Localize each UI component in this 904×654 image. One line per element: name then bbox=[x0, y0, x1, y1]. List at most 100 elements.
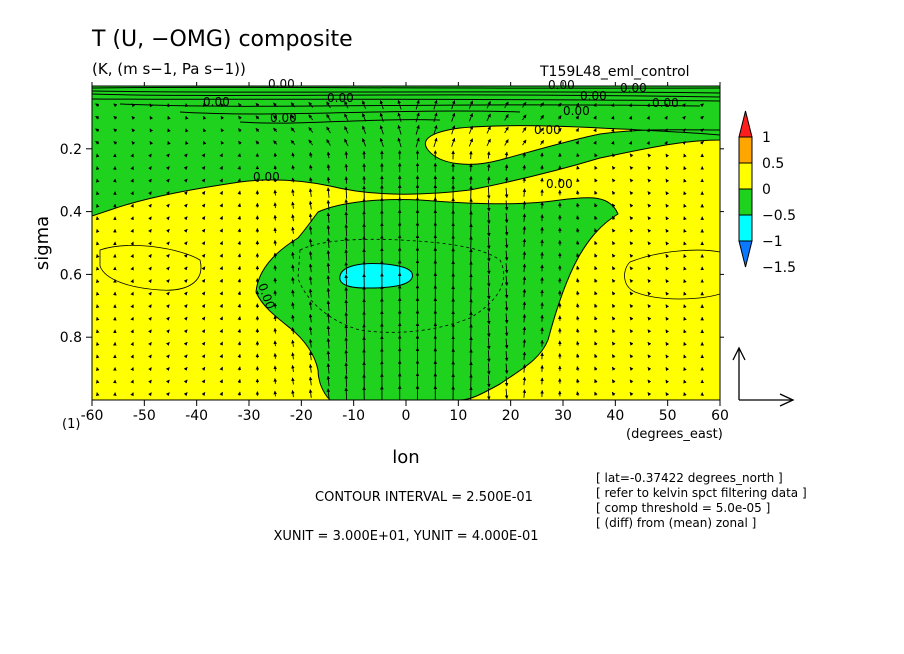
vector-arrow bbox=[344, 224, 348, 237]
vector-arrow bbox=[683, 153, 687, 158]
vector-arrow bbox=[629, 178, 634, 183]
vector-arrow bbox=[504, 325, 509, 337]
vector-arrow bbox=[683, 329, 687, 334]
vector-arrow bbox=[308, 351, 313, 361]
vector-arrow bbox=[540, 139, 545, 145]
vector-arrow bbox=[681, 115, 686, 120]
y-tick-label: 0.4 bbox=[60, 205, 82, 221]
vector-arrow bbox=[95, 115, 100, 120]
vector-arrow bbox=[326, 224, 331, 236]
vector-arrow bbox=[220, 140, 225, 145]
vector-arrow bbox=[576, 391, 580, 396]
vector-arrow bbox=[185, 103, 189, 108]
vector-arrow bbox=[130, 254, 134, 259]
vector-arrow bbox=[95, 341, 100, 346]
vector-arrow bbox=[165, 291, 170, 296]
vector-arrow bbox=[665, 279, 670, 284]
vector-arrow bbox=[202, 140, 207, 145]
y-axis: 0.2 0.4 0.6 0.8 bbox=[60, 142, 724, 346]
vector-arrow bbox=[291, 214, 295, 222]
vector-arrow bbox=[95, 128, 100, 133]
vector-arrow bbox=[629, 191, 634, 196]
vector-arrow bbox=[201, 228, 206, 233]
vector-arrow bbox=[576, 202, 580, 208]
vector-arrow bbox=[344, 163, 349, 172]
vector-arrow bbox=[95, 392, 100, 397]
vector-arrow bbox=[201, 203, 206, 208]
vector-arrow bbox=[185, 115, 189, 120]
vector-arrow bbox=[487, 325, 491, 338]
vector-arrow bbox=[415, 112, 420, 123]
vector-arrow bbox=[611, 228, 616, 233]
vector-arrow bbox=[504, 288, 509, 299]
vector-arrow bbox=[647, 178, 652, 183]
vector-arrow bbox=[683, 254, 687, 258]
vector-arrow bbox=[344, 211, 348, 224]
vector-arrow bbox=[165, 304, 170, 309]
vector-arrow bbox=[433, 112, 438, 123]
vector-arrow bbox=[629, 329, 634, 334]
vector-arrow bbox=[255, 102, 260, 107]
vector-arrow bbox=[647, 166, 652, 171]
vector-arrow bbox=[486, 113, 491, 122]
vector-arrow bbox=[201, 354, 206, 359]
vector-arrow bbox=[220, 103, 225, 108]
vector-arrow bbox=[291, 201, 295, 209]
vector-arrow bbox=[148, 341, 152, 346]
vector-arrow bbox=[610, 140, 615, 145]
vector-arrow bbox=[575, 140, 580, 145]
vector-arrow bbox=[237, 153, 241, 158]
vector-arrow bbox=[344, 100, 349, 109]
vector-arrow bbox=[148, 191, 152, 196]
vector-arrow bbox=[397, 137, 402, 148]
colorbar-cap-top bbox=[738, 110, 753, 138]
vector-arrow bbox=[237, 265, 242, 270]
vector-arrow bbox=[647, 216, 652, 221]
vector-arrow bbox=[594, 190, 598, 195]
vector-arrow bbox=[504, 351, 509, 362]
vector-arrow bbox=[611, 379, 616, 384]
x-tick-label: -10 bbox=[342, 408, 365, 424]
vector-arrow bbox=[273, 327, 278, 334]
vector-arrow bbox=[183, 279, 188, 284]
vector-arrow bbox=[647, 341, 652, 346]
vector-arrow bbox=[95, 316, 100, 321]
vector-arrow bbox=[95, 228, 100, 233]
vector-arrow bbox=[326, 113, 331, 121]
vector-arrow bbox=[593, 115, 597, 120]
vector-arrow bbox=[647, 329, 652, 334]
vector-arrow bbox=[628, 128, 633, 133]
vector-arrow bbox=[255, 127, 260, 132]
vector-arrow bbox=[344, 113, 349, 122]
colorbar-label: 0.5 bbox=[762, 156, 784, 172]
vector-arrow bbox=[183, 228, 188, 233]
vector-arrow bbox=[237, 165, 241, 170]
colorbar-label: 1 bbox=[762, 130, 771, 146]
vector-arrow bbox=[291, 339, 295, 347]
vector-arrow bbox=[148, 392, 152, 397]
vector-arrow bbox=[487, 350, 491, 363]
vector-arrow bbox=[487, 224, 491, 237]
vector-arrow bbox=[95, 291, 100, 296]
vector-arrow bbox=[165, 228, 170, 233]
vector-arrow bbox=[291, 389, 295, 398]
vector-arrow bbox=[487, 262, 491, 275]
vector-arrow bbox=[183, 166, 188, 171]
vector-arrow bbox=[326, 312, 331, 324]
vector-arrow bbox=[165, 178, 170, 183]
vector-arrow bbox=[273, 252, 278, 259]
vector-arrow bbox=[594, 240, 598, 245]
vector-arrow bbox=[130, 203, 134, 208]
vector-arrow bbox=[201, 191, 206, 196]
vector-arrow bbox=[683, 228, 687, 233]
vector-arrow bbox=[344, 286, 348, 300]
note-line: [ (diff) from (mean) zonal ] bbox=[596, 516, 756, 530]
vector-arrow bbox=[308, 188, 313, 197]
contour-label: 0.00 bbox=[534, 123, 561, 137]
vector-arrow bbox=[557, 115, 562, 120]
vector-arrow bbox=[291, 302, 295, 310]
vector-arrow bbox=[219, 190, 223, 195]
vector-arrow bbox=[487, 186, 491, 200]
vector-arrow bbox=[557, 127, 562, 133]
vector-arrow bbox=[593, 128, 597, 133]
